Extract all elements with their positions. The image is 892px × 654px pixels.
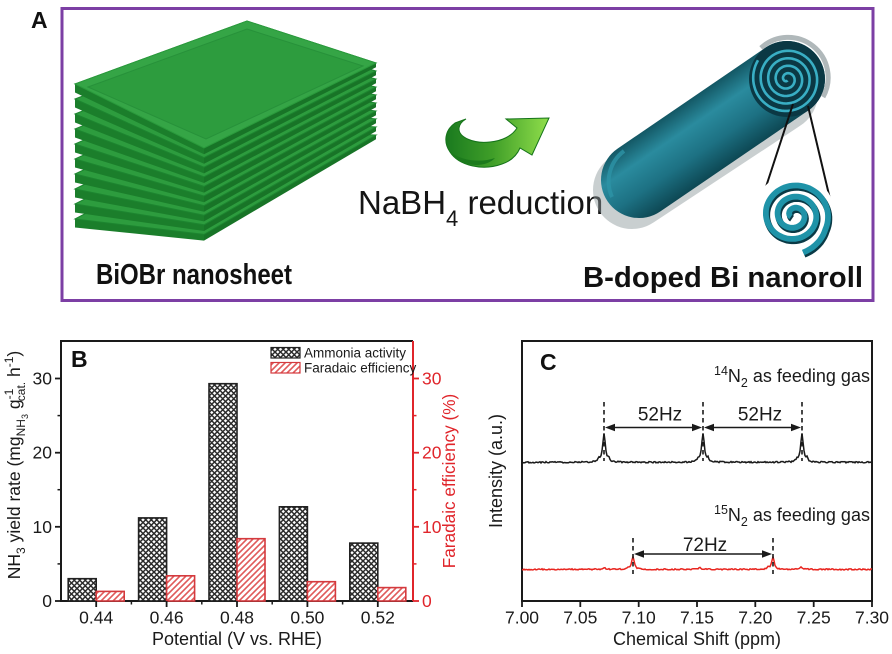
svg-text:0: 0 [422, 591, 432, 611]
svg-text:Faradaic efficiency (%): Faradaic efficiency (%) [439, 394, 459, 569]
svg-text:7.20: 7.20 [738, 608, 772, 628]
svg-text:15N2 as feeding gas: 15N2 as feeding gas [714, 503, 870, 529]
svg-text:0: 0 [42, 591, 52, 611]
svg-text:30: 30 [422, 369, 442, 389]
svg-text:0.46: 0.46 [150, 608, 184, 628]
svg-text:Intensity (a.u.): Intensity (a.u.) [486, 414, 506, 528]
svg-text:52Hz: 52Hz [638, 405, 682, 426]
svg-text:BiOBr nanosheet: BiOBr nanosheet [96, 259, 292, 291]
svg-text:7.15: 7.15 [680, 608, 714, 628]
svg-text:0.50: 0.50 [290, 608, 324, 628]
svg-text:10: 10 [33, 517, 53, 537]
svg-text:14N2 as feeding gas: 14N2 as feeding gas [714, 364, 870, 390]
svg-text:7.25: 7.25 [797, 608, 831, 628]
svg-text:20: 20 [422, 443, 442, 463]
svg-text:Faradaic efficiency: Faradaic efficiency [304, 361, 417, 376]
svg-text:C: C [540, 349, 557, 375]
svg-text:20: 20 [33, 443, 53, 463]
svg-text:30: 30 [33, 369, 53, 389]
svg-text:7.30: 7.30 [855, 608, 889, 628]
svg-text:A: A [31, 7, 48, 33]
svg-text:B-doped Bi nanoroll: B-doped Bi nanoroll [583, 262, 863, 294]
svg-text:72Hz: 72Hz [683, 535, 727, 556]
svg-text:7.05: 7.05 [563, 608, 597, 628]
svg-text:7.10: 7.10 [622, 608, 656, 628]
svg-text:Potential (V vs. RHE): Potential (V vs. RHE) [152, 629, 322, 649]
svg-text:Chemical Shift (ppm): Chemical Shift (ppm) [613, 629, 781, 649]
svg-text:0.48: 0.48 [220, 608, 254, 628]
svg-text:0.44: 0.44 [79, 608, 113, 628]
svg-text:B: B [71, 346, 88, 372]
svg-text:7.00: 7.00 [505, 608, 539, 628]
svg-text:Ammonia activity: Ammonia activity [304, 346, 406, 361]
svg-text:10: 10 [422, 517, 442, 537]
svg-text:0.52: 0.52 [361, 608, 395, 628]
svg-text:52Hz: 52Hz [738, 405, 782, 426]
